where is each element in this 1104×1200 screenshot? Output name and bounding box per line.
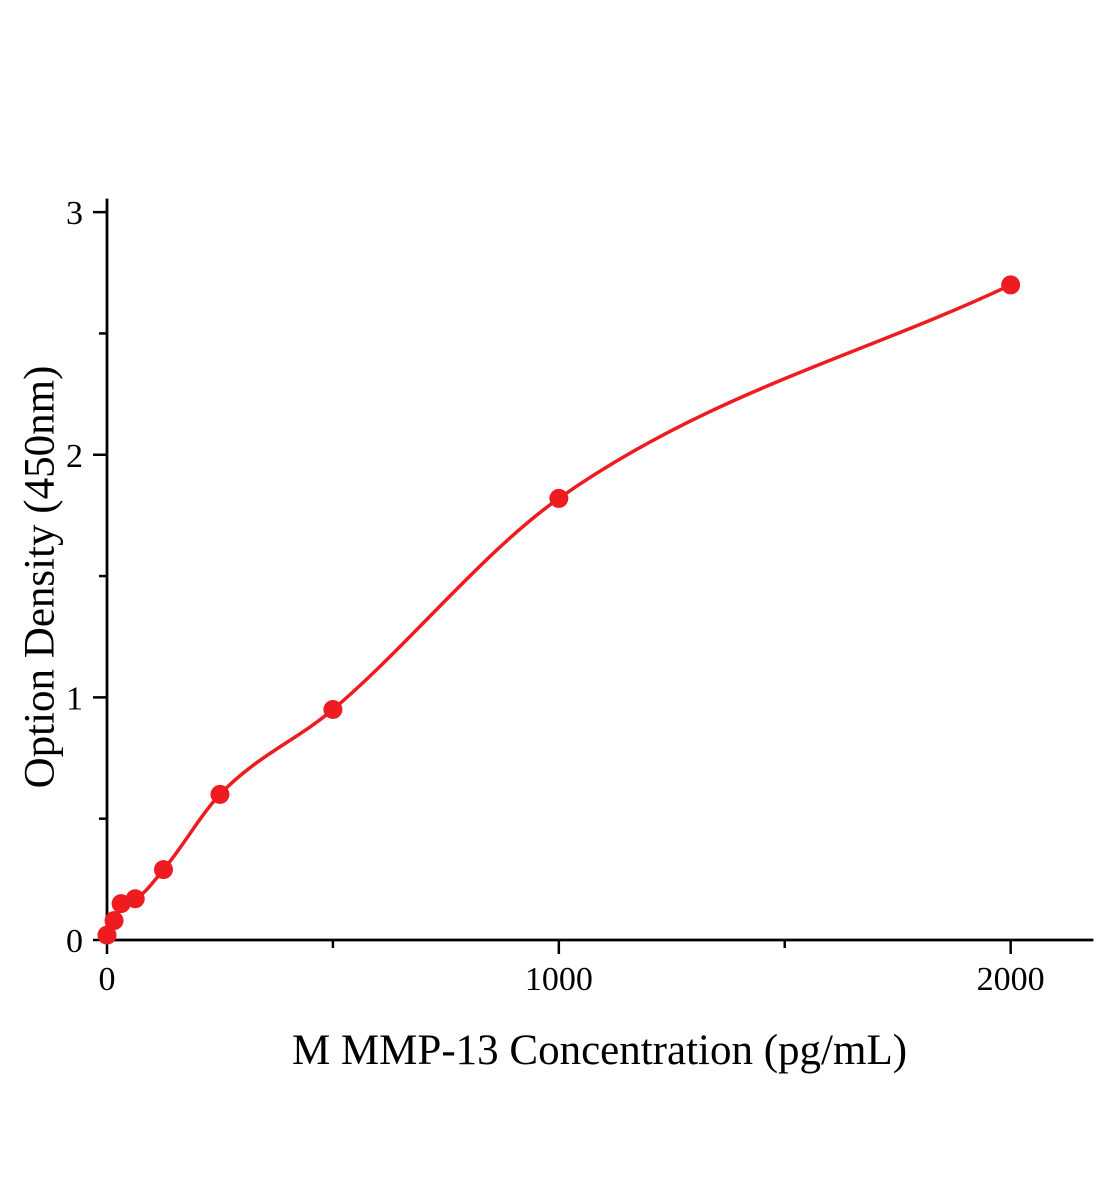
data-point: [210, 784, 230, 804]
y-tick-label: 2: [66, 438, 83, 475]
y-tick-label: 0: [66, 923, 83, 960]
data-point: [97, 925, 117, 945]
data-point: [323, 700, 343, 720]
data-point: [153, 860, 173, 880]
data-point: [549, 488, 569, 508]
fit-curve: [105, 283, 1013, 937]
data-point: [104, 911, 124, 931]
data-point: [1001, 275, 1021, 295]
x-tick-label: 1000: [525, 961, 593, 998]
x-tick-label: 2000: [977, 961, 1045, 998]
data-point: [125, 889, 145, 909]
x-tick-label: 0: [99, 961, 116, 998]
y-axis-title: Option Density (450nm): [16, 365, 64, 789]
y-tick-label: 3: [66, 195, 83, 232]
x-axis-title: M MMP-13 Concentration (pg/mL): [291, 1027, 908, 1074]
y-tick-label: 1: [66, 680, 83, 717]
axis-frame: [105, 198, 1094, 942]
